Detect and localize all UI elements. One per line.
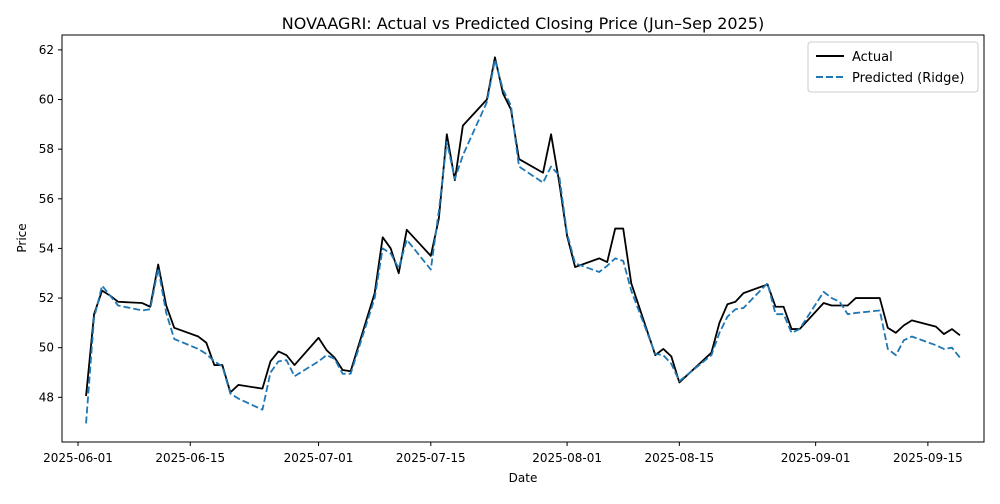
series-line-predicted	[85, 58, 961, 424]
y-tick-label: 56	[39, 192, 54, 206]
y-tick-label: 50	[39, 341, 54, 355]
x-axis-ticks: 2025-06-01 2025-06-15 2025-07-01 2025-07-15…	[43, 442, 963, 465]
x-tick-label: 2025-07-01	[284, 451, 354, 465]
y-tick-label: 62	[39, 43, 54, 57]
chart-title: NOVAAGRI: Actual vs Predicted Closing Pr…	[282, 14, 764, 33]
y-axis-ticks: 48 50 52 54 56 58 60 62	[39, 43, 62, 404]
x-tick-label: 2025-09-01	[781, 451, 851, 465]
legend-label-actual: Actual	[852, 50, 893, 65]
x-tick-label: 2025-08-01	[532, 451, 602, 465]
legend: Actual Predicted (Ridge)	[807, 41, 979, 93]
x-axis-label: Date	[509, 471, 538, 485]
x-tick-label: 2025-08-15	[644, 451, 714, 465]
x-tick-label: 2025-06-15	[155, 451, 225, 465]
plot-area	[85, 56, 961, 424]
x-tick-label: 2025-09-15	[893, 451, 963, 465]
legend-label-predicted: Predicted (Ridge)	[852, 71, 964, 86]
y-tick-label: 60	[39, 93, 54, 107]
y-tick-label: 54	[39, 241, 54, 255]
plot-frame	[61, 34, 985, 443]
y-tick-label: 52	[39, 291, 54, 305]
series-line-actual	[85, 56, 961, 397]
x-tick-label: 2025-07-15	[396, 451, 466, 465]
y-axis-label: Price	[15, 223, 29, 252]
x-tick-label: 2025-06-01	[43, 451, 113, 465]
y-tick-label: 58	[39, 142, 54, 156]
y-tick-label: 48	[39, 390, 54, 404]
legend-box	[807, 41, 979, 93]
